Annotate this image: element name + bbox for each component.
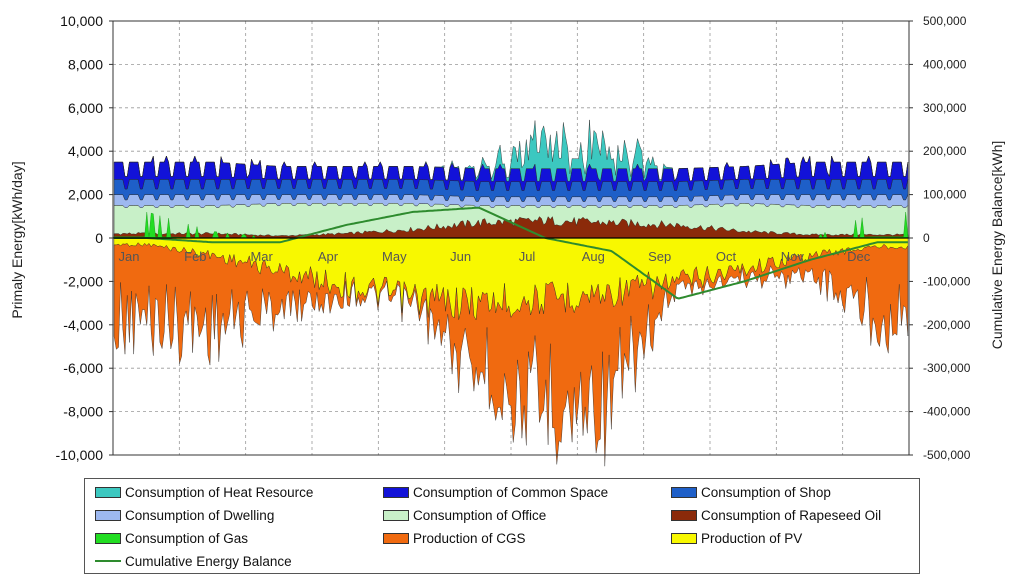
y2-tick-label: -500,000: [923, 448, 971, 462]
legend-label: Consumption of Office: [413, 507, 547, 523]
legend-item-dwelling: Consumption of Dwelling: [95, 505, 274, 525]
y2-tick-label: -400,000: [923, 405, 971, 419]
month-label: May: [382, 249, 407, 264]
legend-item-gas: Consumption of Gas: [95, 528, 248, 548]
month-label: Nov: [781, 249, 805, 264]
month-label: Aug: [582, 249, 605, 264]
legend-item-office: Consumption of Office: [383, 505, 546, 525]
legend-label: Consumption of Shop: [701, 484, 831, 500]
legend-swatch: [95, 486, 121, 498]
legend-line-swatch: [95, 560, 121, 562]
month-label: Jun: [450, 249, 471, 264]
legend-swatch: [671, 486, 697, 498]
area-cgs: [113, 242, 909, 467]
month-label: Mar: [250, 249, 273, 264]
y-tick-label: 10,000: [60, 13, 103, 29]
legend-swatch: [383, 532, 409, 544]
legend-label: Consumption of Rapeseed Oil: [701, 507, 882, 523]
legend-item-pv: Production of PV: [671, 528, 802, 548]
legend-label: Consumption of Common Space: [413, 484, 609, 500]
y2-tick-label: 400,000: [923, 57, 967, 71]
legend-item-shop: Consumption of Shop: [671, 482, 831, 502]
energy-chart: Jan Feb Mar Apr May Jun Jul Aug Sep Oct Nov Dec 10,…: [9, 13, 1005, 467]
y2-tick-label: -100,000: [923, 274, 971, 288]
y-tick-label: 2,000: [68, 187, 103, 203]
month-label: Sep: [648, 249, 671, 264]
legend-swatch: [95, 509, 121, 521]
legend-swatch: [671, 509, 697, 521]
legend-label: Production of CGS: [413, 530, 526, 546]
y2-tick-label: 500,000: [923, 14, 967, 28]
legend-swatch: [383, 509, 409, 521]
area-series: [113, 119, 909, 467]
y2-tick-label: 200,000: [923, 144, 967, 158]
y-tick-label: -2,000: [63, 273, 103, 289]
legend-item-rapeseed-oil: Consumption of Rapeseed Oil: [671, 505, 881, 525]
y-tick-label: -10,000: [56, 447, 104, 463]
legend-label: Consumption of Heat Resource: [125, 484, 314, 500]
y2-tick-label: 300,000: [923, 101, 967, 115]
legend-item-cgs: Production of CGS: [383, 528, 526, 548]
legend-item-cumulative-balance: Cumulative Energy Balance: [95, 551, 292, 571]
y2-tick-label: -300,000: [923, 361, 971, 375]
legend-label: Production of PV: [701, 530, 803, 546]
cumulative-energy-balance-line: [114, 206, 908, 300]
y-tick-label: -6,000: [63, 360, 103, 376]
month-labels: Jan Feb Mar Apr May Jun Jul Aug Sep Oct Nov Dec: [119, 249, 871, 264]
legend-swatch: [671, 532, 697, 544]
y-tick-label: 4,000: [68, 143, 103, 159]
legend-swatch: [383, 486, 409, 498]
y2-axis-label: Cumulative Energy Balance[kWh]: [989, 141, 1005, 350]
legend-item-common-space: Consumption of Common Space: [383, 482, 608, 502]
y-axis-label: Primaly Energy[kWh/day]: [9, 161, 25, 318]
month-label: Apr: [318, 249, 339, 264]
y-tick-label: -8,000: [63, 404, 103, 420]
legend-swatch: [95, 532, 121, 544]
y2-tick-label: 0: [923, 231, 930, 245]
axes: 10,000 8,000 6,000 4,000 2,000 0 -2,000 -4,000 -…: [56, 13, 971, 463]
balance-line: [114, 206, 908, 300]
y2-tick-label: 100,000: [923, 188, 967, 202]
legend-label: Consumption of Dwelling: [125, 507, 275, 523]
y-tick-label: 0: [95, 230, 103, 246]
y-tick-label: -4,000: [63, 317, 103, 333]
legend: Consumption of Heat Resource Consumption…: [84, 478, 920, 574]
y-tick-label: 6,000: [68, 100, 103, 116]
legend-label: Cumulative Energy Balance: [125, 553, 292, 569]
y2-tick-label: -200,000: [923, 318, 971, 332]
legend-item-heat-resource: Consumption of Heat Resource: [95, 482, 313, 502]
month-label: Jan: [119, 249, 140, 264]
legend-label: Consumption of Gas: [125, 530, 249, 546]
month-label: Jul: [519, 249, 536, 264]
month-label: Oct: [716, 249, 737, 264]
month-label: Dec: [847, 249, 871, 264]
area-heat-resource: [114, 119, 909, 182]
month-label: Feb: [184, 249, 206, 264]
y-tick-label: 8,000: [68, 56, 103, 72]
